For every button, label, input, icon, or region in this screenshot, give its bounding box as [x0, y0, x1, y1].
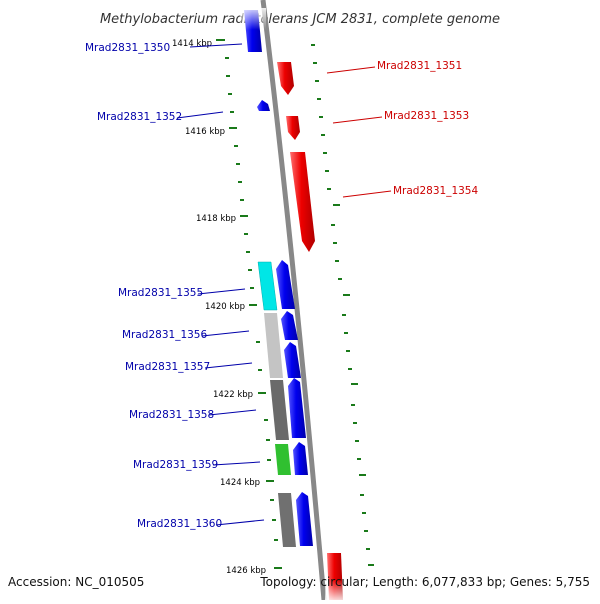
gene-shape-1351[interactable]	[277, 62, 294, 95]
gene-label-1358[interactable]: Mrad2831_1358	[129, 409, 214, 421]
gene-label-1354[interactable]: Mrad2831_1354	[393, 185, 478, 197]
gene-label-1353[interactable]: Mrad2831_1353	[384, 110, 469, 122]
tick-label-1414: 1414 kbp	[172, 39, 212, 49]
gene-label-1350[interactable]: Mrad2831_1350	[85, 42, 170, 54]
feature-bars	[257, 261, 296, 547]
feature-bar-green	[275, 444, 291, 475]
feature-bar-cyan	[257, 261, 278, 311]
gene-label-1356[interactable]: Mrad2831_1356	[122, 329, 207, 341]
gene-shape-1358[interactable]	[288, 378, 306, 438]
gene-shape-1360[interactable]	[296, 492, 313, 546]
tick-label-1424: 1424 kbp	[220, 478, 260, 488]
reverse-genes	[240, 8, 313, 546]
reverse-strand-dotted-ring	[216, 39, 282, 569]
gene-label-1359[interactable]: Mrad2831_1359	[133, 459, 218, 471]
forward-genes	[277, 62, 347, 600]
gene-label-1351[interactable]: Mrad2831_1351	[377, 60, 462, 72]
tick-label-1426: 1426 kbp	[226, 566, 266, 576]
feature-bar-light-grey	[264, 313, 283, 378]
gene-shape-1353[interactable]	[286, 116, 300, 140]
gene-label-1357[interactable]: Mrad2831_1357	[125, 361, 210, 373]
label-leaders	[176, 43, 392, 526]
tick-label-1422: 1422 kbp	[213, 390, 253, 400]
tick-label-1416: 1416 kbp	[185, 127, 225, 137]
accession-text: Accession: NC_010505	[8, 575, 144, 589]
genome-title: Methylobacterium radiotolerans JCM 2831,…	[100, 12, 500, 27]
gene-shape-1356[interactable]	[281, 311, 298, 340]
gene-label-1355[interactable]: Mrad2831_1355	[118, 287, 203, 299]
feature-bar-dark-grey	[270, 380, 289, 440]
gene-shape-1359[interactable]	[293, 442, 308, 475]
gene-shape-1355[interactable]	[276, 260, 295, 309]
tick-label-1418: 1418 kbp	[196, 214, 236, 224]
genome-backbone	[260, 0, 327, 601]
gene-shape-1357[interactable]	[284, 342, 301, 378]
gene-shape-1352[interactable]	[257, 100, 270, 111]
tick-label-1420: 1420 kbp	[205, 302, 245, 312]
topology-text: Topology: circular; Length: 6,077,833 bp…	[259, 575, 590, 589]
gene-label-1360[interactable]: Mrad2831_1360	[137, 518, 222, 530]
gene-shape-1354[interactable]	[290, 152, 315, 252]
forward-strand-dotted-ring	[311, 44, 374, 566]
gene-label-1352[interactable]: Mrad2831_1352	[97, 111, 182, 123]
feature-bar-grey	[278, 493, 296, 547]
